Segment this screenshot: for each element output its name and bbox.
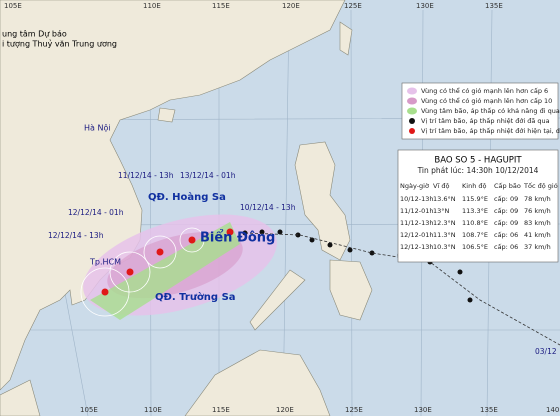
lon-label: 120E xyxy=(276,406,294,414)
info-cell: cấp: 09 xyxy=(494,195,518,203)
time-label: 12/12/14 - 13h xyxy=(48,231,104,240)
lon-bottom: 105E 110E 115E 120E 125E 130E 135E 140 xyxy=(80,406,559,414)
info-frame xyxy=(397,149,559,263)
lon-label: 110E xyxy=(143,2,161,10)
legend-label: Vùng có thể có gió mạnh lên hơn cấp 6 xyxy=(421,86,548,95)
info-cell: cấp: 06 xyxy=(494,231,518,239)
lon-top: 105E 110E 115E 120E 125E 130E 135E xyxy=(4,2,503,10)
info-cell: 41 km/h xyxy=(524,231,551,239)
time-label: 12/12/14 - 01h xyxy=(68,208,124,217)
legend-box xyxy=(401,82,559,140)
info-cell: 12/12-01h xyxy=(400,231,433,239)
info-title: BAO SO 5 - HAGUPIT xyxy=(434,156,522,166)
info-column: Kinh độ xyxy=(462,182,486,190)
lon-label: 115E xyxy=(212,406,230,414)
legend-swatch xyxy=(409,118,415,124)
time-label: 03/12 xyxy=(535,347,557,356)
info-column: Cấp bão xyxy=(494,182,521,190)
lon-label: 110E xyxy=(144,406,162,414)
lon-label: 115E xyxy=(212,2,230,10)
info-cell: 106.5°E xyxy=(462,243,488,251)
lon-label: 120E xyxy=(282,2,300,10)
info-cell: 11/12-13h xyxy=(400,219,433,227)
time-label: 13/12/14 - 01h xyxy=(180,171,236,180)
time-label: 11/12/14 - 13h xyxy=(118,171,174,180)
legend-swatch xyxy=(407,107,417,115)
lon-label: 140 xyxy=(546,406,559,414)
info-cell: 76 km/h xyxy=(524,207,551,215)
info-cell: cấp: 09 xyxy=(494,207,518,215)
legend-swatch xyxy=(407,97,417,105)
info-cell: 78 km/h xyxy=(524,195,551,203)
info-cell: 12/12-13h xyxy=(400,243,433,251)
time-label: 10/12/14 - 13h xyxy=(240,203,296,212)
header-line: ung tâm Dự báo xyxy=(2,30,67,40)
info-cell: 10.3°N xyxy=(433,243,456,251)
lon-label: 105E xyxy=(4,2,22,10)
info-cell: 83 km/h xyxy=(524,219,551,227)
info-cell: 108.7°E xyxy=(462,231,488,239)
legend-label: Vùng có thể có gió mạnh lên hơn cấp 10 xyxy=(421,96,552,105)
place-label: QĐ. Hoàng Sa xyxy=(148,191,226,203)
info-cell: 13.6°N xyxy=(433,195,456,203)
place-label: Hà Nội xyxy=(84,123,111,133)
lon-label: 135E xyxy=(485,2,503,10)
info-cell: 10/12-13h xyxy=(400,195,433,203)
info-subtitle: Tin phát lúc: 14:30h 10/12/2014 xyxy=(417,166,539,175)
info-cell: 37 km/h xyxy=(524,243,551,251)
legend: Vùng có thể có gió mạnh lên hơn cấp 6 Vù… xyxy=(401,82,560,140)
legend-label: Vị trí tâm bão, áp thấp nhiệt đới hiện t… xyxy=(421,127,560,135)
info-cell: 110.8°E xyxy=(462,219,488,227)
lon-label: 125E xyxy=(344,2,362,10)
info-cell: cấp: 09 xyxy=(494,219,518,227)
past-track xyxy=(244,232,560,346)
legend-swatch xyxy=(407,87,417,95)
forecast-positions xyxy=(101,228,234,296)
place-label: QĐ. Trường Sa xyxy=(155,291,236,303)
legend-swatch xyxy=(409,128,415,134)
info-column: Tốc độ gió xyxy=(523,182,558,190)
header-line: i tượng Thuỷ văn Trung ương xyxy=(2,40,117,49)
info-cell: 115.9°E xyxy=(462,195,488,203)
info-cell: cấp: 06 xyxy=(494,243,518,251)
info-cell: 113.3°E xyxy=(462,207,488,215)
lon-label: 130E xyxy=(416,2,434,10)
info-cell: 13°N xyxy=(433,207,450,215)
lon-label: 105E xyxy=(80,406,98,414)
lon-label: 130E xyxy=(414,406,432,414)
lon-label: 125E xyxy=(345,406,363,414)
lon-label: 135E xyxy=(480,406,498,414)
info-box: BAO SO 5 - HAGUPIT Tin phát lúc: 14:30h … xyxy=(397,149,559,263)
legend-label: Vị trí tâm bão, áp thấp nhiệt đới đã qua xyxy=(421,117,550,125)
info-cell: 12.3°N xyxy=(433,219,456,227)
info-cell: 11/12-01h xyxy=(400,207,433,215)
forecast-circles xyxy=(80,227,205,317)
info-column: Ngày-giờ xyxy=(400,182,429,190)
place-label: Tp.HCM xyxy=(89,258,121,267)
place-label: Biển Đông xyxy=(200,230,275,246)
info-cell: 11.3°N xyxy=(433,231,456,239)
info-column: Vĩ độ xyxy=(433,182,449,190)
legend-label: Vùng tâm bão, áp thấp có khả năng đi qua xyxy=(421,107,560,115)
